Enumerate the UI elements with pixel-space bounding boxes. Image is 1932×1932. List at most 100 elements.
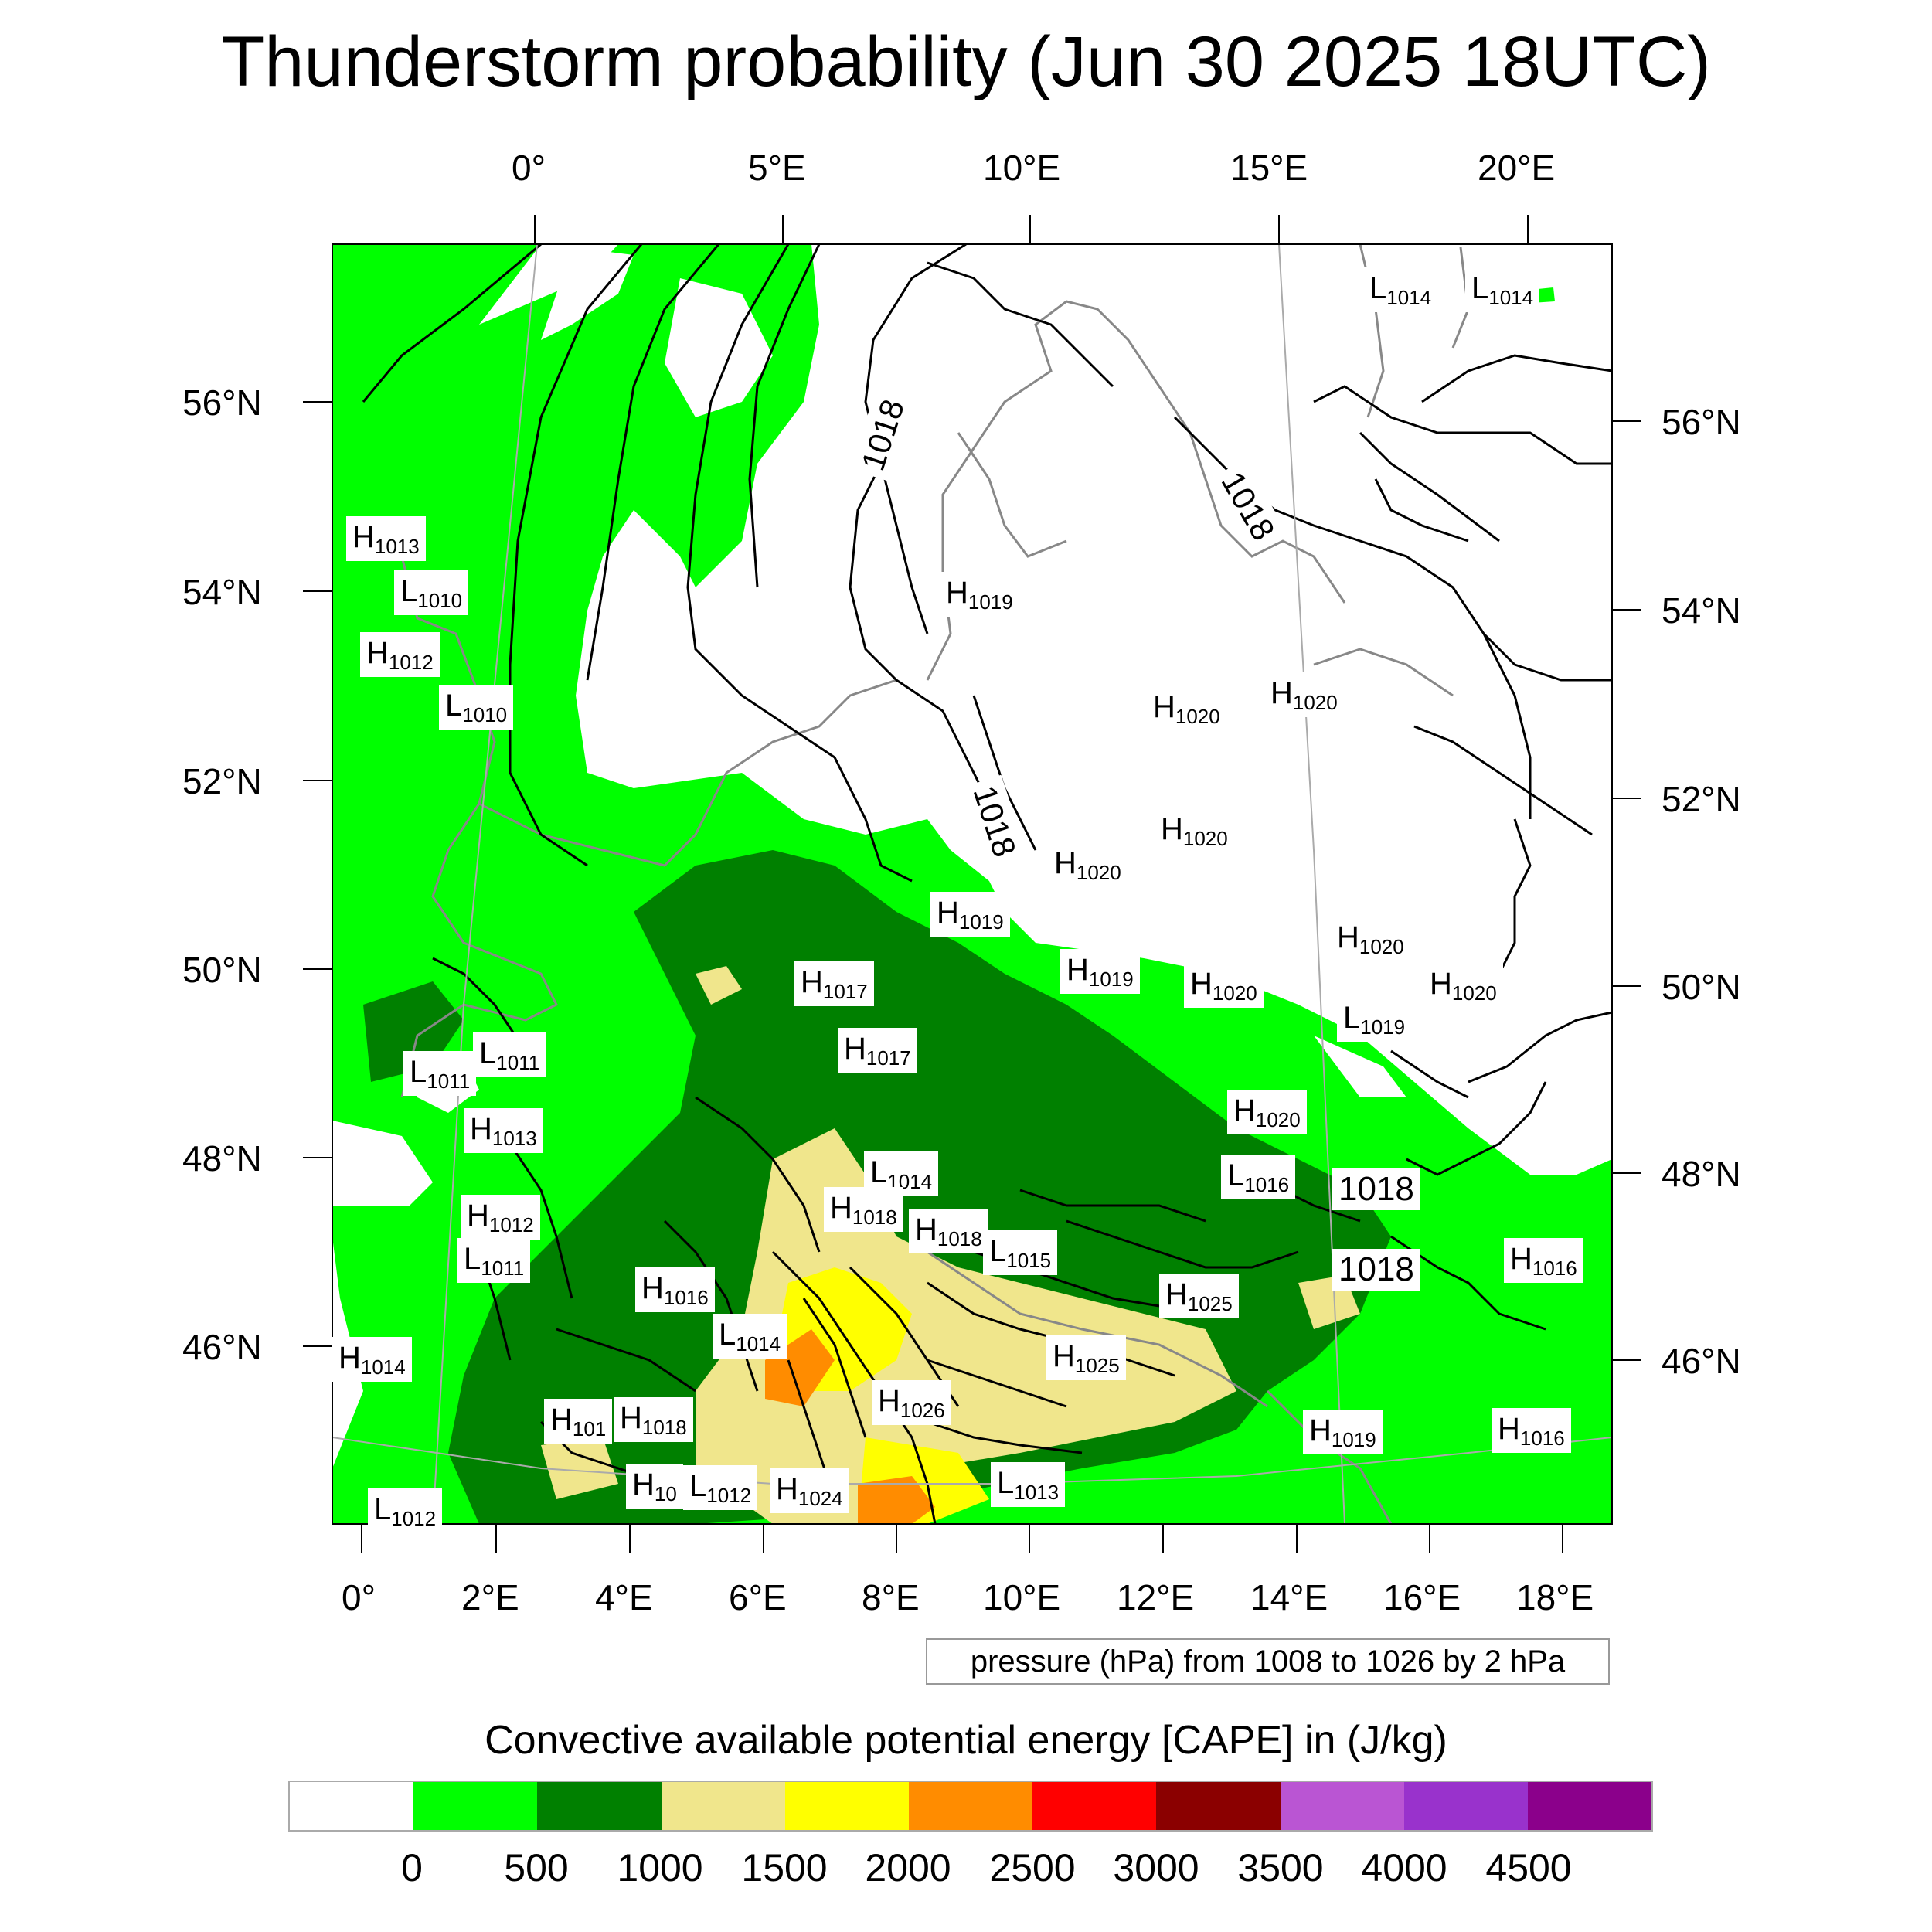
pressure-center-label: L1010	[394, 570, 469, 615]
bottom-lon-label: 4°E	[595, 1577, 653, 1617]
cape-field-1000-1500-west	[541, 1437, 618, 1499]
colorbar-tick: 1500	[741, 1846, 828, 1889]
colorbar-swatch	[784, 1782, 909, 1830]
pressure-center-label: H1012	[461, 1195, 540, 1240]
pressure-center-label: H101	[544, 1399, 613, 1444]
pressure-center-label: H1014	[332, 1337, 412, 1382]
pressure-center-label: H10	[626, 1464, 683, 1509]
pressure-center-label: L1014	[1465, 267, 1540, 312]
pressure-center-label: H1020	[1227, 1090, 1307, 1134]
pressure-center-label: H1013	[464, 1108, 543, 1153]
map-frame	[332, 243, 1613, 1525]
top-lon-label: 5°E	[748, 148, 806, 188]
map-title: Thunderstorm probability (Jun 30 2025 18…	[221, 22, 1711, 101]
pressure-center-label: H1020	[1331, 917, 1410, 961]
pressure-center-label: H1020	[1147, 686, 1226, 731]
pressure-center-label: H1020	[1155, 808, 1234, 853]
colorbar-swatch	[413, 1782, 538, 1830]
no-cape-gap	[1314, 1036, 1406, 1097]
colorbar-swatch	[908, 1782, 1033, 1830]
pressure-contour-note: pressure (hPa) from 1008 to 1026 by 2 hP…	[926, 1638, 1610, 1685]
cape-field-2000-2500-south	[858, 1476, 935, 1524]
pressure-center-label: L1012	[368, 1488, 443, 1533]
bottom-lon-label: 12°E	[1117, 1577, 1195, 1617]
pressure-center-label: H1025	[1159, 1274, 1239, 1318]
bottom-lon-label: 18°E	[1516, 1577, 1594, 1617]
bottom-lon-label: 14°E	[1250, 1577, 1328, 1617]
bottom-lon-label: 10°E	[983, 1577, 1061, 1617]
right-lat-label: 52°N	[1662, 779, 1741, 819]
right-lat-label: 54°N	[1662, 590, 1741, 631]
colorbar-swatch	[290, 1782, 414, 1830]
bottom-lon-label: 8°E	[862, 1577, 920, 1617]
axis-ticks	[303, 215, 1641, 1553]
colorbar-tick: 0	[401, 1846, 423, 1889]
pressure-center-label: H1017	[838, 1028, 917, 1073]
bottom-lon-label: 2°E	[461, 1577, 519, 1617]
pressure-center-label: L1010	[439, 685, 514, 730]
top-lon-label: 10°E	[983, 148, 1061, 188]
colorbar-swatch	[661, 1782, 785, 1830]
pressure-center-label: H1018	[614, 1397, 693, 1442]
pressure-center-label: L1014	[1363, 267, 1438, 312]
pressure-center-label: H1018	[909, 1209, 988, 1253]
isobar-label: 1018	[1332, 1168, 1420, 1210]
colorbar-swatch	[1280, 1782, 1404, 1830]
colorbar-swatch	[1403, 1782, 1528, 1830]
bottom-lon-label: 6°E	[729, 1577, 787, 1617]
pressure-center-label: H1012	[360, 632, 440, 677]
pressure-center-label: L1011	[457, 1238, 531, 1283]
colorbar	[288, 1781, 1653, 1832]
pressure-center-label: H1019	[940, 572, 1019, 617]
colorbar-tick: 4000	[1361, 1846, 1447, 1889]
colorbar-tick: 2000	[865, 1846, 951, 1889]
pressure-center-label: H1013	[346, 516, 426, 561]
colorbar-tick: 4500	[1485, 1846, 1572, 1889]
colorbar-tick: 2500	[989, 1846, 1076, 1889]
colorbar-tick: 3000	[1113, 1846, 1199, 1889]
left-lat-label: 50°N	[182, 950, 262, 990]
pressure-center-label: H1020	[1048, 842, 1128, 887]
pressure-center-label: L1011	[473, 1032, 546, 1077]
no-cape-gap	[541, 247, 634, 340]
pressure-center-label: L1016	[1221, 1155, 1296, 1199]
bottom-lon-label: 0°	[342, 1577, 376, 1617]
cape-field-1000-1500-north	[696, 966, 742, 1005]
colorbar-swatch	[537, 1782, 662, 1830]
no-cape-gap	[665, 278, 773, 417]
pressure-center-label: L1019	[1337, 997, 1412, 1042]
pressure-center-label: H1026	[872, 1380, 951, 1425]
colorbar-title: Convective available potential energy [C…	[485, 1718, 1447, 1763]
pressure-center-label: H1019	[1303, 1410, 1383, 1454]
pressure-center-label: H1016	[1504, 1238, 1583, 1283]
top-lon-label: 0°	[512, 148, 546, 188]
colorbar-tick: 500	[504, 1846, 569, 1889]
pressure-center-label: H1019	[930, 892, 1010, 937]
bottom-lon-label: 16°E	[1383, 1577, 1461, 1617]
isobar-label: 1018	[1332, 1249, 1420, 1291]
pressure-center-label: L1013	[991, 1462, 1066, 1507]
colorbar-swatch	[1032, 1782, 1157, 1830]
pressure-center-label: L1015	[983, 1230, 1058, 1275]
pressure-center-label: H1016	[635, 1267, 715, 1312]
pressure-center-label: L1014	[713, 1314, 787, 1359]
left-lat-label: 54°N	[182, 572, 262, 612]
left-lat-label: 52°N	[182, 761, 262, 801]
right-lat-label: 48°N	[1662, 1154, 1741, 1194]
pressure-center-label: H1018	[824, 1187, 903, 1232]
colorbar-swatch	[1156, 1782, 1281, 1830]
pressure-center-label: H1020	[1184, 963, 1264, 1008]
left-lat-label: 56°N	[182, 383, 262, 423]
pressure-center-label: H1020	[1423, 963, 1503, 1008]
pressure-center-label: H1024	[770, 1468, 849, 1513]
colorbar-swatch	[1527, 1782, 1652, 1830]
right-lat-label: 46°N	[1662, 1341, 1741, 1381]
coastlines	[362, 244, 1470, 1524]
pressure-center-label: H1020	[1264, 672, 1344, 717]
colorbar-tick: 3500	[1237, 1846, 1324, 1889]
pressure-center-label: L1011	[403, 1051, 477, 1096]
pressure-center-label: H1016	[1492, 1408, 1571, 1453]
pressure-center-label: H1025	[1046, 1335, 1126, 1380]
right-lat-label: 50°N	[1662, 967, 1741, 1007]
